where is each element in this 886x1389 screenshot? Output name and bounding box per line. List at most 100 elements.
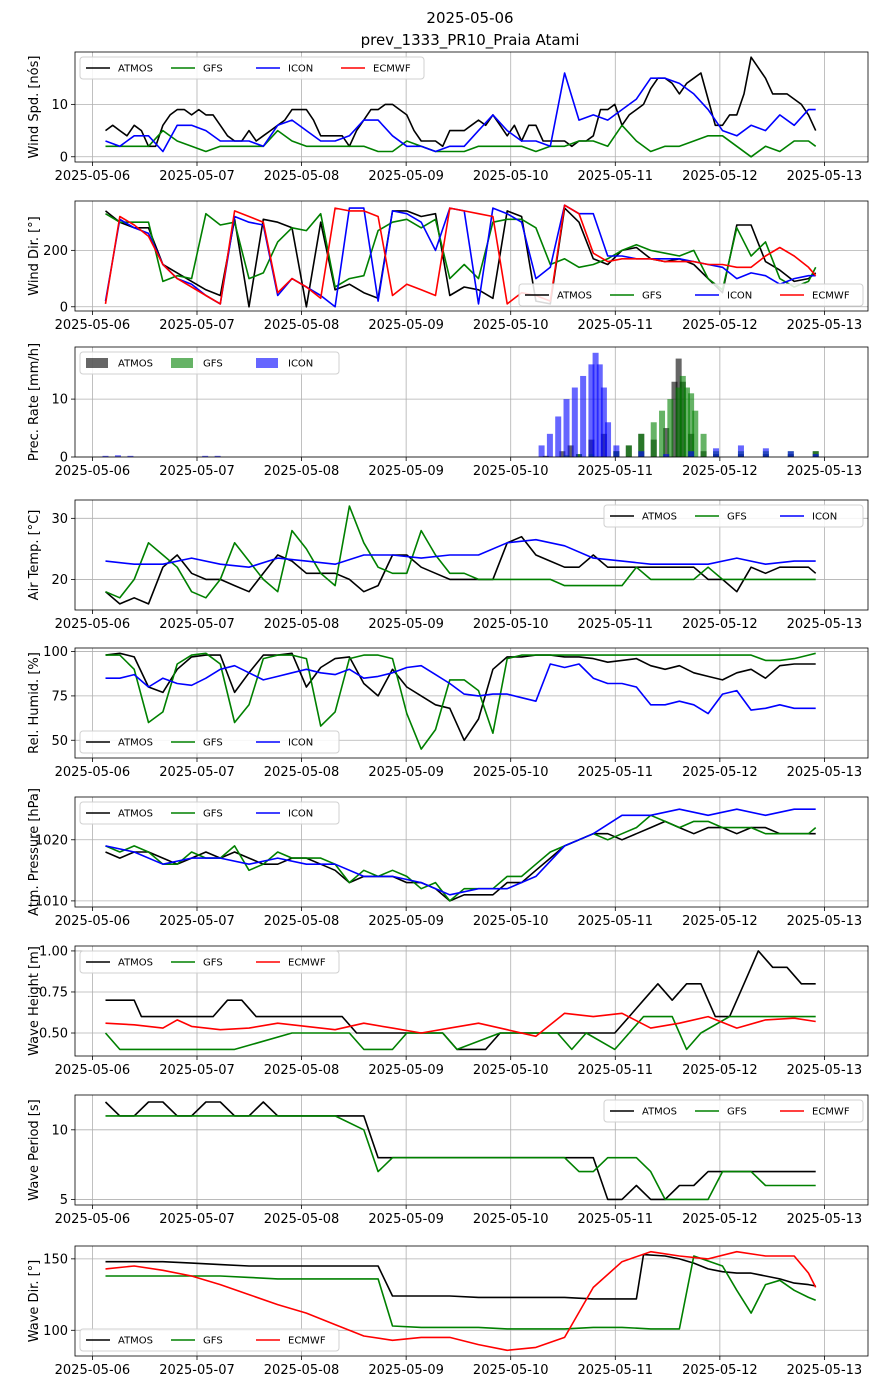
legend-label-ecmwf: ECMWF: [812, 1107, 850, 1118]
plot-area: [104, 950, 816, 1051]
panel-4: 2025-05-06 2025-05-07 2025-05-08 2025-05-09…: [27, 499, 869, 632]
x-tick-label: 2025-05-11: [578, 1363, 654, 1378]
bar-gfs: [700, 433, 707, 457]
plot-area: [105, 56, 817, 158]
x-tick-label: 2025-05-09: [368, 765, 444, 780]
x-tick-label: 2025-05-09: [368, 169, 444, 184]
x-tick-label: 2025-05-07: [159, 617, 235, 632]
legend-label-gfs: GFS: [203, 958, 223, 969]
x-tick-label: 2025-05-09: [368, 1212, 444, 1227]
series-line-ecmwf: [105, 1250, 817, 1352]
y-tick-label: 75: [51, 689, 68, 704]
bar-gfs: [683, 387, 690, 457]
y-axis-label: Air Temp. [°C]: [27, 510, 42, 601]
bar-icon: [688, 451, 695, 457]
axes-frame: [74, 647, 869, 759]
legend-label-atmos: ATMOS: [118, 958, 153, 969]
y-tick-label: 5: [60, 1193, 68, 1208]
x-tick-label: 2025-05-11: [578, 617, 654, 632]
x-tick-label: 2025-05-12: [682, 765, 758, 780]
series-line-atmos: [104, 535, 817, 605]
bar-gfs: [638, 433, 645, 457]
legend-label-icon: ICON: [288, 809, 313, 820]
x-tick-label: 2025-05-06: [55, 765, 131, 780]
series-line-ecmwf: [105, 1012, 816, 1038]
plot-area: [104, 505, 817, 605]
x-tick-label: 2025-05-12: [682, 464, 758, 479]
x-tick-label: 2025-05-07: [159, 765, 235, 780]
x-tick-label: 2025-05-06: [55, 617, 131, 632]
series-line-gfs: [105, 652, 816, 750]
legend: ATMOS GFS ECMWF: [79, 950, 340, 974]
plot-area: [102, 352, 819, 457]
bar-gfs: [667, 399, 674, 457]
x-tick-label: 2025-05-07: [159, 169, 235, 184]
y-tick-label: 10: [51, 393, 68, 408]
figure-title-line1: 2025-05-06: [426, 9, 513, 27]
y-tick-label: 0.50: [39, 1027, 68, 1042]
x-tick-label: 2025-05-13: [787, 318, 863, 333]
x-tick-label: 2025-05-10: [473, 765, 549, 780]
y-tick-label: 0: [60, 451, 68, 466]
x-tick-label: 2025-05-08: [264, 914, 340, 929]
x-tick-label: 2025-05-08: [264, 1212, 340, 1227]
legend-label-atmos: ATMOS: [642, 512, 677, 523]
plot-area: [105, 1250, 817, 1352]
axes-frame: [74, 945, 869, 1057]
x-tick-label: 2025-05-10: [473, 617, 549, 632]
axes-frame: [74, 346, 869, 458]
legend-box: [79, 730, 340, 754]
bar-icon: [588, 364, 595, 457]
y-axis-label: Wind Spd. [nós]: [27, 56, 42, 159]
x-tick-label: 2025-05-10: [473, 1212, 549, 1227]
legend-label-gfs: GFS: [203, 809, 223, 820]
x-tick-label: 2025-05-09: [368, 914, 444, 929]
x-tick-label: 2025-05-11: [578, 169, 654, 184]
x-tick-label: 2025-05-08: [264, 464, 340, 479]
y-tick-label: 150: [43, 1252, 68, 1267]
x-tick-label: 2025-05-13: [787, 169, 863, 184]
bar-icon: [102, 455, 109, 457]
x-tick-label: 2025-05-13: [787, 1063, 863, 1078]
x-tick-label: 2025-05-12: [682, 318, 758, 333]
legend-label-icon: ICON: [288, 64, 313, 75]
y-axis-label: Rel. Humid. [%]: [27, 652, 42, 754]
bar-icon: [638, 451, 645, 457]
x-tick-label: 2025-05-11: [578, 318, 654, 333]
bar-icon: [596, 364, 603, 457]
x-tick-label: 2025-05-09: [368, 1363, 444, 1378]
legend-label-gfs: GFS: [203, 738, 223, 749]
x-tick-label: 2025-05-13: [787, 617, 863, 632]
bar-icon: [592, 352, 599, 457]
legend-label-gfs: GFS: [727, 1107, 747, 1118]
legend-box: [79, 801, 340, 825]
legend-label-gfs: GFS: [203, 64, 223, 75]
x-tick-label: 2025-05-08: [264, 1063, 340, 1078]
legend-box: [518, 283, 864, 307]
x-tick-label: 2025-05-13: [787, 464, 863, 479]
legend-box: [603, 504, 864, 528]
legend-box: [603, 1099, 864, 1123]
legend: ATMOS GFS ICON: [603, 504, 864, 528]
panel-2: 2025-05-06 2025-05-07 2025-05-08 2025-05-09…: [27, 200, 869, 333]
legend-label-gfs: GFS: [203, 359, 223, 370]
panel-8: 2025-05-06 2025-05-07 2025-05-08 2025-05-09…: [27, 1094, 869, 1227]
series-line-atmos: [105, 1253, 816, 1300]
bar-atmos: [559, 451, 566, 457]
bar-icon: [812, 454, 819, 457]
x-tick-label: 2025-05-12: [682, 169, 758, 184]
bar-gfs: [625, 445, 632, 457]
x-tick-label: 2025-05-09: [368, 617, 444, 632]
x-tick-label: 2025-05-10: [473, 169, 549, 184]
panel-5: 2025-05-06 2025-05-07 2025-05-08 2025-05-09…: [27, 645, 869, 780]
y-tick-label: 1.00: [39, 944, 68, 959]
legend-label-icon: ICON: [727, 291, 752, 302]
y-axis-label: Wave Period [s]: [27, 1099, 42, 1200]
panels: 2025-05-06 2025-05-07 2025-05-08 2025-05-09…: [27, 51, 869, 1378]
legend-box: [79, 56, 425, 80]
bar-atmos: [542, 455, 549, 457]
series-line-gfs: [105, 505, 816, 599]
y-tick-label: 0: [60, 300, 68, 315]
legend-box: [79, 1328, 340, 1352]
